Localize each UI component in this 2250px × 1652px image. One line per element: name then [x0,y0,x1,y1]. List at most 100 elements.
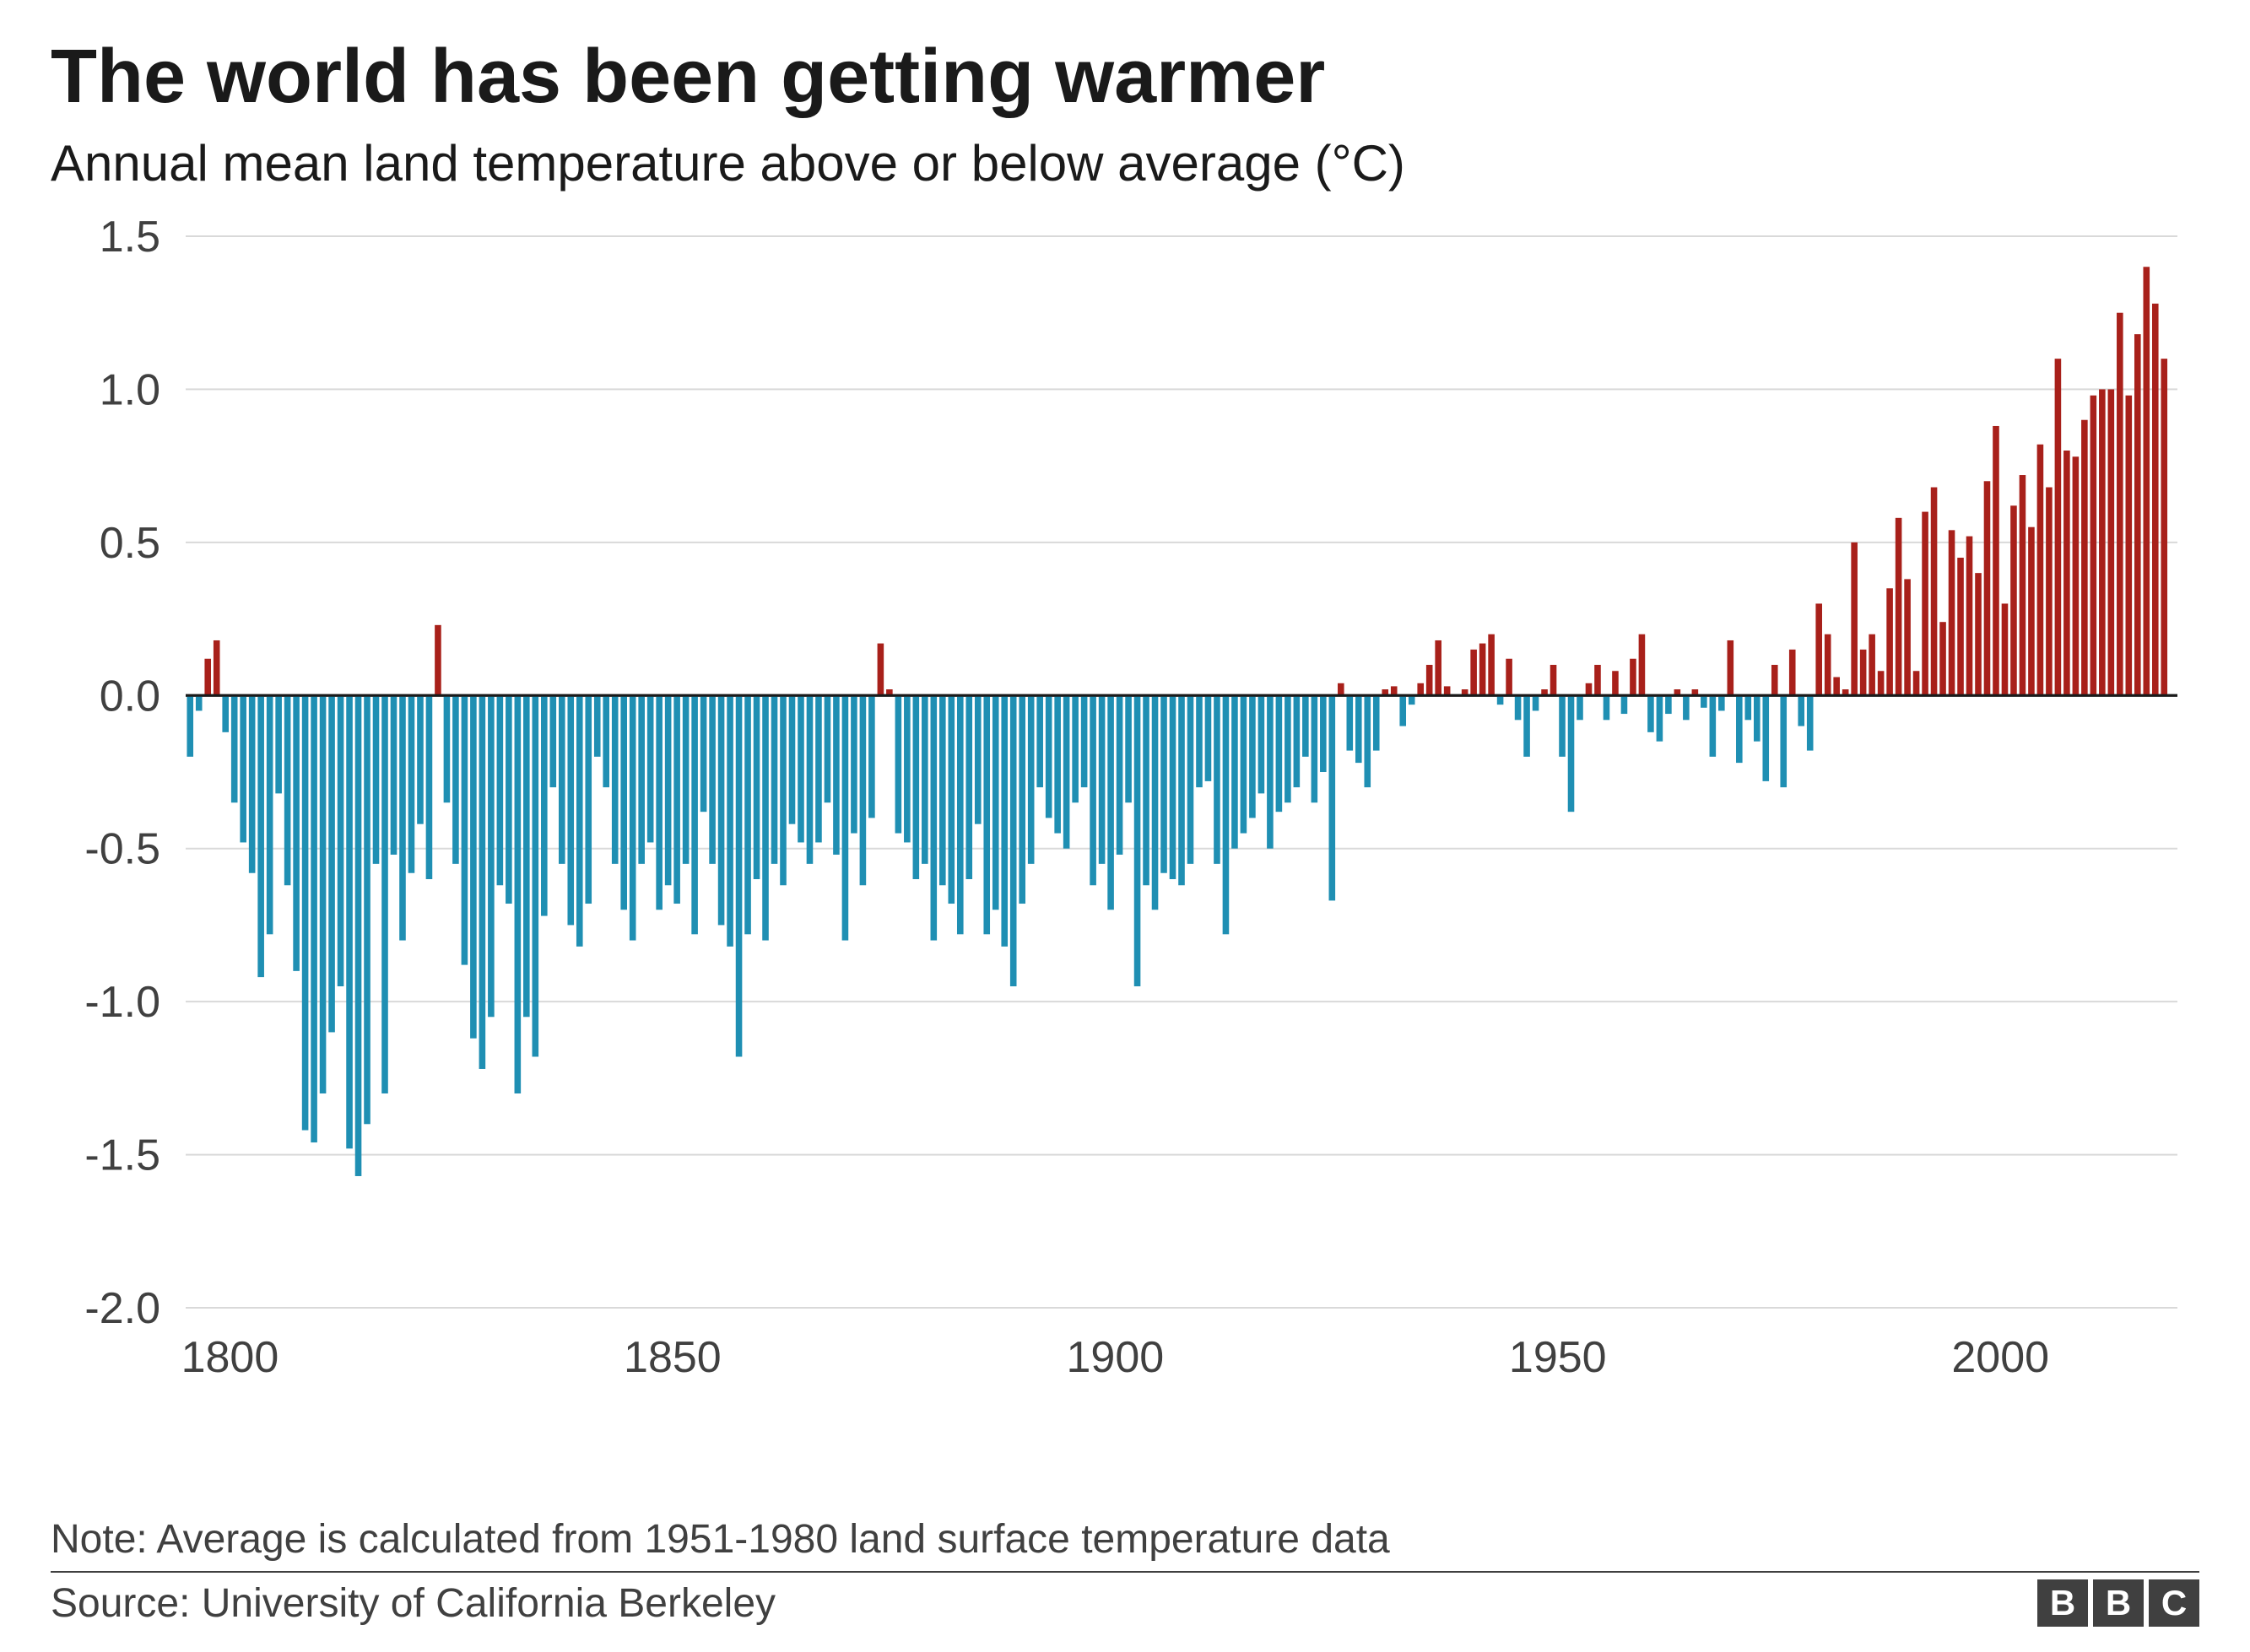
bar [1993,425,1999,694]
bar [435,624,441,694]
bar [533,695,539,1056]
bar [267,695,273,934]
bar [868,695,875,818]
bar [1647,695,1654,732]
bar [2037,444,2044,695]
bar [1099,695,1106,864]
bar [222,695,229,732]
y-tick-label: -2.0 [84,1284,160,1333]
bar [612,695,619,864]
bar [1913,671,1920,695]
bar [302,695,309,1130]
bar [833,695,840,855]
bar [647,695,654,842]
bar [2152,303,2159,694]
bar [594,695,601,757]
bar [656,695,663,910]
bar [638,695,645,864]
bar [825,695,831,802]
bar [585,695,592,904]
bar [2134,334,2141,695]
bar [426,695,433,879]
bar [771,695,778,864]
bar [2161,359,2167,695]
bar [1302,695,1309,757]
bar [1231,695,1238,848]
bar [2073,456,2080,695]
bar [1417,683,1424,695]
bar [727,695,733,947]
bar [275,695,282,793]
bar [320,695,327,1093]
bar [346,695,353,1148]
bar [1701,695,1707,708]
bar [798,695,804,842]
bar [1869,634,1875,695]
bar [214,640,220,694]
bar-chart-svg: -2.0-1.5-1.0-0.50.00.51.01.5180018501900… [51,219,2194,1401]
bar [1657,695,1663,741]
bar [603,695,609,787]
bar [691,695,698,934]
bar [364,695,370,1124]
bar [506,695,512,904]
bar [284,695,291,885]
bar [1364,695,1371,787]
bar [2117,312,2123,695]
bar [2143,267,2150,695]
bar [1391,686,1398,695]
bar [1904,579,1911,695]
bbc-logo: B B C [2037,1579,2199,1627]
bar [762,695,769,940]
bar [1833,677,1840,695]
bar [1249,695,1256,818]
chart-subtitle: Annual mean land temperature above or be… [51,133,2199,194]
bar [1117,695,1123,855]
bar [975,695,982,823]
bar [1001,695,1008,947]
bar [1285,695,1291,802]
bar [1815,603,1822,695]
bar [1063,695,1070,848]
bar [1825,634,1831,695]
bar [939,695,946,885]
bar [515,695,522,1093]
bar [1294,695,1301,787]
footnote: Note: Average is calculated from 1951-19… [51,1516,2199,1573]
bar [913,695,920,879]
bar [842,695,849,940]
bar [709,695,716,864]
bar [576,695,583,947]
y-tick-label: -1.0 [84,978,160,1027]
bar [196,695,203,710]
bar [1373,695,1380,750]
bar [1081,695,1088,787]
bar [311,695,317,1142]
bar [1710,695,1717,757]
bar [1957,558,1964,695]
bar [541,695,548,915]
bar [620,695,627,910]
bar [1612,671,1619,695]
bar [2099,389,2106,695]
bar [1134,695,1141,986]
bar [2126,395,2133,695]
bar [1036,695,1043,787]
bar [1807,695,1814,750]
bar [1630,658,1636,695]
bar [462,695,468,964]
bar [1409,695,1415,705]
bar [452,695,459,864]
bar [1878,671,1885,695]
bar [1568,695,1575,812]
bar [1479,643,1486,695]
bar [257,695,264,977]
bar [249,695,256,872]
bar [373,695,380,864]
bar [1886,588,1893,695]
bar [2090,395,2097,695]
bar [1771,665,1778,695]
bar [2002,603,2009,695]
bar [992,695,999,910]
bar [1054,695,1061,833]
